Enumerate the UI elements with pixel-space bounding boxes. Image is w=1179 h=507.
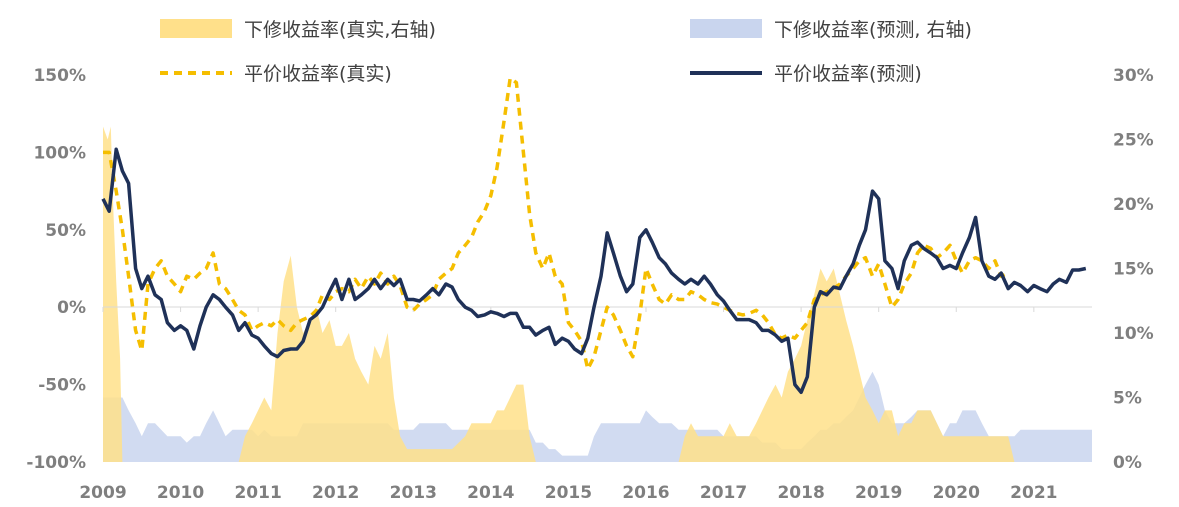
line-par-real (103, 76, 1009, 371)
legend-label-par-real: 平价收益率(真实) (244, 63, 392, 85)
x-axis-tick-label: 2018 (777, 483, 824, 503)
x-axis-tick-label: 2017 (700, 483, 747, 503)
right-axis-tick-label: 30% (1113, 66, 1154, 86)
left-axis-tick-label: 100% (33, 143, 86, 163)
x-axis-tick-label: 2019 (855, 483, 902, 503)
legend-swatch-down-real (160, 19, 232, 38)
right-axis-tick-label: 25% (1113, 131, 1154, 151)
x-axis-labels: 2009 2010 2011 2012 2013 2014 2015 2016 2017 2018… (79, 483, 1057, 503)
legend-item-down-pred: 下修收益率(预测, 右轴) (690, 19, 972, 41)
x-tick-marks (102, 307, 1035, 312)
x-axis-tick-label: 2020 (933, 483, 980, 503)
legend-label-par-pred: 平价收益率(预测) (774, 63, 922, 85)
line-series-layer (101, 76, 1087, 395)
x-axis-tick-label: 2009 (79, 483, 126, 503)
legend-item-down-real: 下修收益率(真实,右轴) (160, 19, 436, 41)
legend-label-down-real: 下修收益率(真实,右轴) (244, 19, 436, 41)
x-axis-tick-label: 2021 (1010, 483, 1057, 503)
legend-swatch-down-pred (690, 19, 762, 38)
x-axis-tick-label: 2012 (312, 483, 359, 503)
x-axis-tick-label: 2011 (234, 483, 281, 503)
left-axis-tick-label: 50% (45, 221, 86, 241)
right-axis-tick-label: 15% (1113, 260, 1154, 280)
x-axis-tick-label: 2015 (545, 483, 592, 503)
x-axis-tick-label: 2013 (390, 483, 437, 503)
legend-item-par-pred: 平价收益率(预测) (690, 63, 922, 85)
left-axis-tick-label: 150% (33, 66, 86, 86)
area-series-layer (103, 126, 1092, 462)
area-down-real (103, 126, 1015, 462)
right-axis-tick-label: 10% (1113, 324, 1154, 344)
left-axis-ticks: 150% 100% 50% 0% -50% -100% (26, 66, 86, 473)
left-axis-tick-label: 0% (57, 298, 86, 318)
legend-label-down-pred: 下修收益率(预测, 右轴) (774, 19, 972, 41)
line-par-pred (101, 147, 1087, 395)
right-axis-ticks: 30% 25% 20% 15% 10% 5% 0% (1113, 66, 1154, 473)
left-axis-tick-label: -50% (38, 376, 86, 396)
legend: 下修收益率(真实,右轴) 下修收益率(预测, 右轴) 平价收益率(真实) 平价收… (160, 19, 972, 85)
x-axis-tick-label: 2014 (467, 483, 514, 503)
legend-item-par-real: 平价收益率(真实) (160, 63, 392, 85)
right-axis-tick-label: 0% (1113, 453, 1142, 473)
right-axis-tick-label: 5% (1113, 389, 1142, 409)
x-axis-tick-label: 2016 (622, 483, 669, 503)
right-axis-tick-label: 20% (1113, 195, 1154, 215)
left-axis-tick-label: -100% (26, 453, 86, 473)
x-axis-tick-label: 2010 (157, 483, 204, 503)
